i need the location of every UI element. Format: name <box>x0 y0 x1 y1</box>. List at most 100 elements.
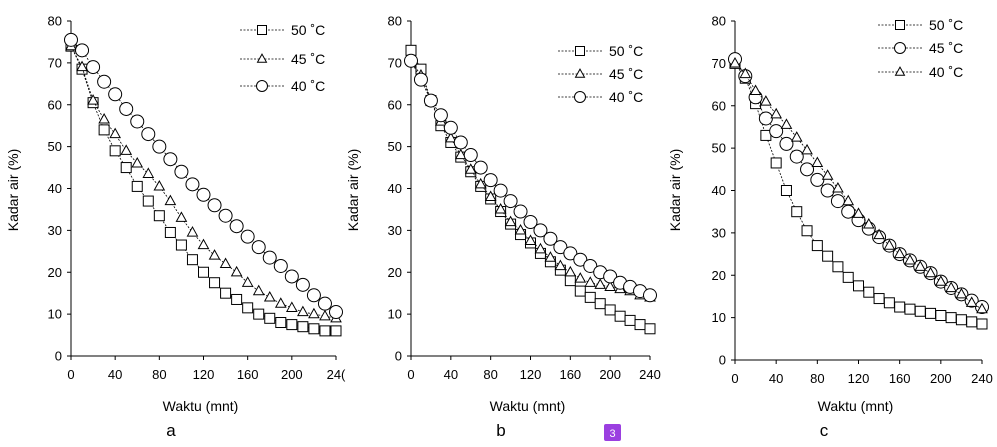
data-point-square <box>594 298 606 310</box>
data-point-circle <box>789 149 804 164</box>
y-axis-title: Kadar air (%) <box>667 149 683 231</box>
page-badge <box>604 424 621 441</box>
data-point-square <box>308 323 320 335</box>
data-point-circle <box>443 120 458 135</box>
data-point-circle <box>523 215 538 229</box>
legend-entry-label: 45 ˚C <box>609 66 643 82</box>
x-tick-label: 120 <box>520 367 542 382</box>
data-point-circle <box>830 194 845 209</box>
data-point-circle <box>820 183 835 198</box>
data-point-circle <box>273 258 288 273</box>
data-point-triangle <box>230 265 243 277</box>
data-point-square <box>873 293 885 305</box>
data-point-square <box>297 321 309 333</box>
data-point-triangle <box>574 272 587 283</box>
y-tick-label: 20 <box>388 265 402 280</box>
data-point-circle <box>152 139 167 154</box>
data-point-circle <box>603 269 618 284</box>
data-point-triangle <box>524 234 537 245</box>
data-point-triangle <box>197 238 210 250</box>
y-tick-label: 10 <box>48 307 62 322</box>
data-point-square <box>186 254 198 266</box>
data-point-square <box>976 318 988 330</box>
data-point-triangle <box>153 179 166 191</box>
x-tick-label: 200 <box>281 367 303 382</box>
data-point-triangle <box>780 118 793 129</box>
data-point-triangle <box>474 177 487 189</box>
data-point-triangle <box>832 181 844 193</box>
data-point-square <box>904 303 916 315</box>
data-point-circle <box>810 172 825 187</box>
data-point-circle <box>413 72 428 87</box>
data-point-triangle <box>186 226 199 237</box>
data-point-triangle <box>120 144 133 155</box>
data-point-triangle <box>109 127 122 139</box>
data-point-square <box>634 319 646 331</box>
legend-entry-label: 45 ˚C <box>291 51 325 67</box>
data-point-square <box>780 185 792 196</box>
data-point-square <box>253 308 265 320</box>
x-tick-label: 240 <box>971 371 993 386</box>
data-point-triangle <box>924 266 937 278</box>
x-tick-label: 24( <box>327 367 346 382</box>
legend-entry-label: 45 ˚C <box>929 40 963 56</box>
data-point-triangle <box>494 203 507 214</box>
legend-entry-label: 40 ˚C <box>609 89 643 105</box>
x-tick-label: 160 <box>559 367 581 382</box>
data-point-square <box>131 180 143 192</box>
data-point-square <box>894 301 906 313</box>
data-point-circle <box>229 219 244 234</box>
data-point-triangle <box>904 253 916 265</box>
series-line-triangle <box>734 63 983 310</box>
data-point-circle <box>251 240 266 255</box>
data-point-triangle <box>297 305 309 317</box>
data-point-square <box>842 271 854 283</box>
data-point-square <box>564 275 576 287</box>
x-tick-label: 80 <box>483 367 497 382</box>
data-point-triangle <box>208 249 221 260</box>
data-point-circle <box>543 231 558 246</box>
data-point-square <box>209 277 221 289</box>
x-tick-label: 40 <box>444 367 458 382</box>
data-point-triangle <box>739 67 752 79</box>
x-axis-title: Waktu (mnt) <box>818 398 894 414</box>
data-point-triangle <box>801 143 813 155</box>
data-point-square <box>822 250 834 262</box>
data-point-square <box>98 124 110 136</box>
data-point-circle <box>404 53 418 68</box>
legend-entry-label: 50 ˚C <box>609 43 643 59</box>
data-point-triangle <box>852 207 865 218</box>
y-tick-label: 70 <box>48 55 62 70</box>
x-tick-label: 0 <box>407 367 414 382</box>
data-point-triangle <box>444 131 457 143</box>
data-point-square <box>801 225 813 237</box>
data-point-circle <box>573 252 588 267</box>
legend-marker-square <box>257 25 267 35</box>
data-point-triangle <box>584 276 597 287</box>
data-point-circle <box>503 194 518 209</box>
data-point-triangle <box>594 278 607 289</box>
data-point-circle <box>207 198 222 213</box>
data-point-square <box>966 316 978 328</box>
data-point-square <box>832 261 844 273</box>
data-point-circle <box>423 93 438 108</box>
data-point-triangle <box>811 156 824 168</box>
data-point-triangle <box>504 215 517 227</box>
data-point-triangle <box>955 287 968 299</box>
data-point-triangle <box>464 163 477 174</box>
data-point-circle <box>108 87 123 102</box>
data-point-triangle <box>131 156 144 168</box>
x-tick-label: 200 <box>930 371 952 386</box>
x-tick-label: 0 <box>731 371 738 386</box>
data-point-triangle <box>454 148 467 160</box>
data-point-circle <box>473 160 488 175</box>
y-tick-label: 70 <box>388 55 402 70</box>
legend-marker-square <box>895 20 905 30</box>
data-point-circle <box>284 269 299 284</box>
data-point-square <box>198 266 209 278</box>
y-tick-label: 60 <box>48 97 62 112</box>
y-tick-label: 30 <box>48 223 62 238</box>
x-tick-label: 80 <box>810 371 824 386</box>
data-point-square <box>574 285 586 297</box>
data-point-circle <box>779 136 794 151</box>
